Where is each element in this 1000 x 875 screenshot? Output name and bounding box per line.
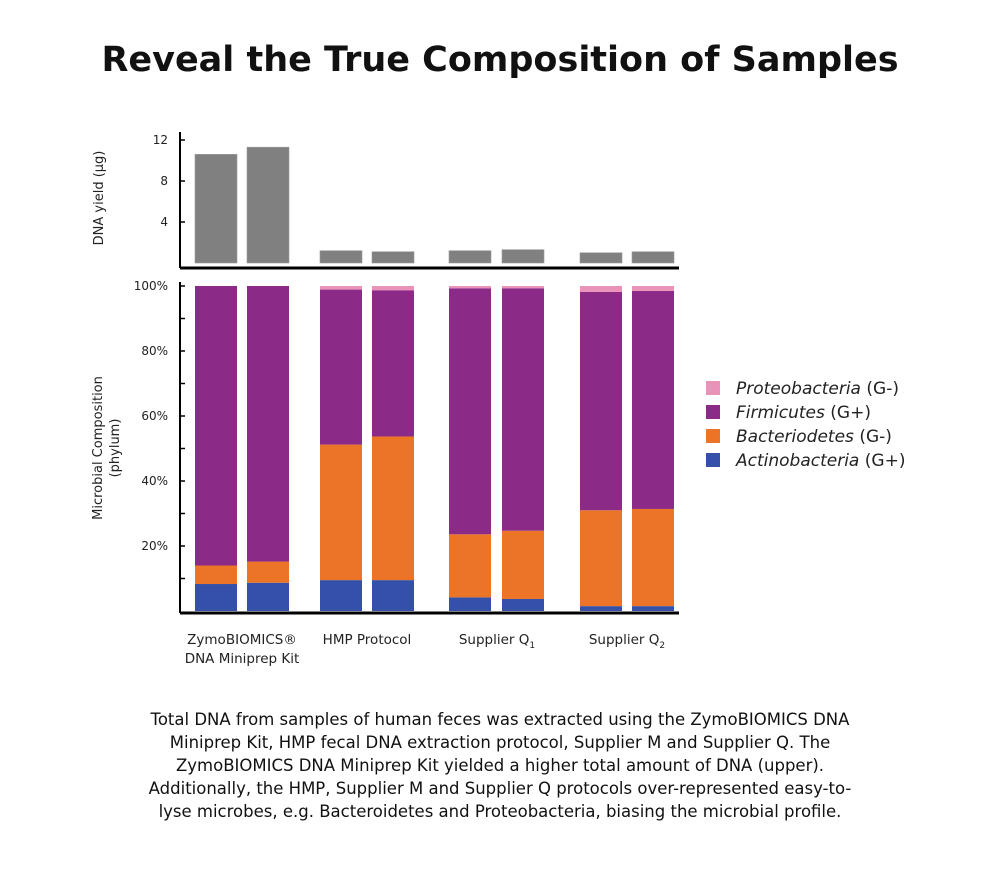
legend-swatch-proteobacteria xyxy=(706,381,720,395)
y-tick-label: 20% xyxy=(141,539,168,553)
segment-firmicutes xyxy=(580,291,622,511)
yield-bar xyxy=(246,146,290,264)
y-tick-label: 100% xyxy=(134,279,168,293)
legend-label-proteobacteria: Proteobacteria (G-) xyxy=(736,379,899,399)
segment-actinobacteria xyxy=(195,584,237,611)
segment-proteobacteria xyxy=(502,286,544,289)
y-axis-label-yield: DNA yield (µg) xyxy=(92,151,107,246)
segment-proteobacteria xyxy=(632,286,674,291)
y-tick-label: 40% xyxy=(141,474,168,488)
legend-label-bacteriodetes: Bacteriodetes (G-) xyxy=(736,427,892,447)
category-label: HMP Protocol xyxy=(323,632,412,648)
segment-bacteriodetes xyxy=(247,561,289,583)
segment-actinobacteria xyxy=(372,580,414,611)
caption-line: lyse microbes, e.g. Bacteroidetes and Pr… xyxy=(158,802,842,821)
segment-bacteriodetes xyxy=(449,534,491,598)
caption-line: Additionally, the HMP, Supplier M and Su… xyxy=(148,779,852,798)
segment-firmicutes xyxy=(632,290,674,509)
segment-actinobacteria xyxy=(580,606,622,611)
y-axis-label-composition: Microbial Composition xyxy=(91,376,106,520)
yield-bar xyxy=(194,154,238,264)
segment-bacteriodetes xyxy=(502,530,544,599)
y-axis-label-composition: (phylum) xyxy=(108,419,123,478)
segment-firmicutes xyxy=(449,288,491,535)
legend-swatch-bacteriodetes xyxy=(706,429,720,443)
legend-gram-stain: (G-) xyxy=(859,427,892,447)
y-tick-label: 4 xyxy=(160,215,168,229)
y-tick-label: 60% xyxy=(141,409,168,423)
segment-firmicutes xyxy=(372,290,414,437)
category-label: ZymoBIOMICS® xyxy=(187,632,297,648)
legend-series-name: Bacteriodetes xyxy=(736,427,859,447)
y-tick-label: 80% xyxy=(141,344,168,358)
segment-firmicutes xyxy=(247,286,289,562)
yield-bar xyxy=(579,252,623,264)
page-title: Reveal the True Composition of Samples xyxy=(101,40,899,80)
segment-bacteriodetes xyxy=(195,565,237,585)
segment-firmicutes xyxy=(320,289,362,445)
category-label: DNA Miniprep Kit xyxy=(185,651,300,667)
segment-proteobacteria xyxy=(372,286,414,291)
y-tick-label: 8 xyxy=(160,174,168,188)
yield-bar xyxy=(631,251,675,264)
legend-label-actinobacteria: Actinobacteria (G+) xyxy=(735,451,905,471)
segment-firmicutes xyxy=(195,286,237,566)
segment-bacteriodetes xyxy=(580,510,622,607)
caption: Total DNA from samples of human feces wa… xyxy=(60,708,940,823)
segment-proteobacteria xyxy=(320,286,362,290)
category-label: Supplier Q1 xyxy=(459,632,535,651)
legend-label-firmicutes: Firmicutes (G+) xyxy=(736,403,871,423)
yield-bar xyxy=(448,250,492,264)
legend-series-name: Firmicutes xyxy=(736,403,830,423)
legend-swatch-actinobacteria xyxy=(706,453,720,467)
legend-series-name: Actinobacteria xyxy=(735,451,865,471)
legend-gram-stain: (G+) xyxy=(830,403,871,423)
segment-bacteriodetes xyxy=(320,444,362,581)
segment-actinobacteria xyxy=(632,606,674,611)
legend-gram-stain: (G+) xyxy=(865,451,906,471)
category-subscript: 2 xyxy=(659,641,665,651)
yield-bar xyxy=(319,250,363,264)
legend-swatch-firmicutes xyxy=(706,405,720,419)
segment-actinobacteria xyxy=(320,580,362,611)
segment-proteobacteria xyxy=(580,286,622,292)
segment-actinobacteria xyxy=(449,597,491,611)
segment-proteobacteria xyxy=(449,286,491,289)
category-label: Supplier Q2 xyxy=(589,632,665,651)
legend-gram-stain: (G-) xyxy=(866,379,899,399)
legend-series-name: Proteobacteria xyxy=(736,379,866,399)
segment-actinobacteria xyxy=(502,598,544,611)
yield-bar xyxy=(501,249,545,264)
category-subscript: 1 xyxy=(529,641,535,651)
segment-actinobacteria xyxy=(247,582,289,611)
caption-line: Miniprep Kit, HMP fecal DNA extraction p… xyxy=(169,733,831,752)
caption-line: Total DNA from samples of human feces wa… xyxy=(150,710,850,729)
caption-line: ZymoBIOMICS DNA Miniprep Kit yielded a h… xyxy=(175,756,825,775)
y-tick-label: 12 xyxy=(153,133,168,147)
segment-bacteriodetes xyxy=(632,508,674,607)
segment-firmicutes xyxy=(502,288,544,531)
segment-bacteriodetes xyxy=(372,436,414,581)
yield-bar xyxy=(371,251,415,264)
